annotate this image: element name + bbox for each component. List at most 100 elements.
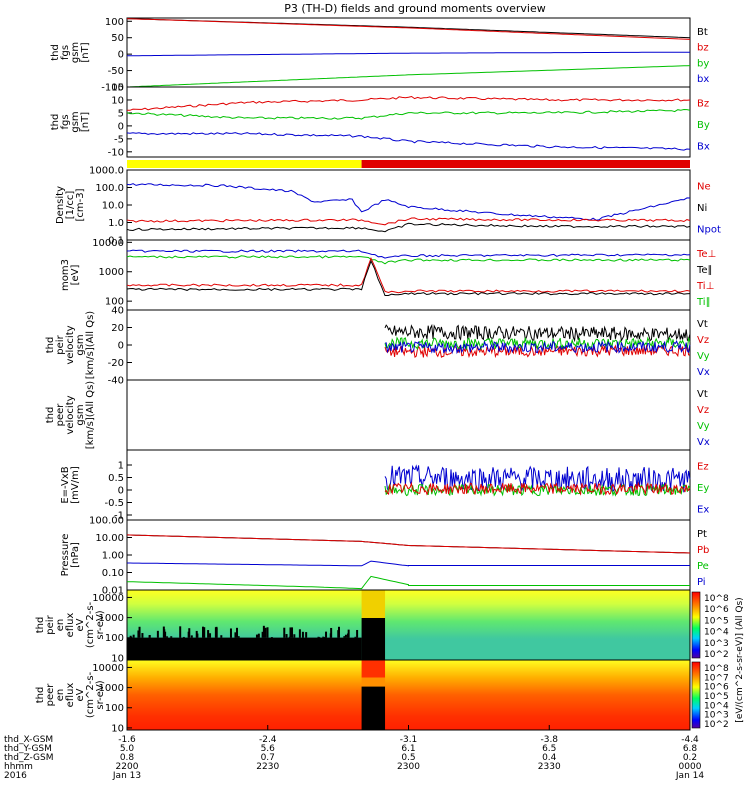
legend-Vx: Vx [697, 367, 710, 378]
y-axis-label-line: peir [45, 614, 56, 634]
spectrogram-lowflux [148, 634, 151, 638]
y-axis-label-line: [km/s](All Qs) [85, 311, 96, 379]
spectrogram-lowflux [170, 636, 173, 638]
series-line-bz [126, 18, 691, 40]
y-tick-label: 10 [111, 95, 124, 106]
colorbar: 10^810^610^5 10^410^310^2 [691, 591, 729, 660]
series-line-Pi [127, 560, 690, 567]
panel-4: 1000.0 100.0 10.0 1.0 0.1 Density [1/cc] [cm-3]… [55, 166, 721, 247]
y-tick-label: -100 [101, 83, 124, 94]
spectrogram-lowflux [266, 627, 269, 638]
x-tick-label: Jan 14 [675, 771, 704, 781]
y-axis-label: E=-VxB [mV/m] [60, 466, 81, 504]
spectrogram-lowflux [344, 634, 347, 638]
y-tick-label: 100 [105, 633, 124, 644]
panel-10: 10000 1000 100 10 thd peir en eflux eV (cm^2-s-sr… [35, 589, 691, 664]
x-tick-label: 6.1 [401, 744, 415, 754]
spectrogram-lowflux [138, 626, 141, 638]
spectrogram-lowflux [207, 630, 210, 638]
chart-title: P3 (TH-D) fields and ground moments over… [284, 2, 546, 15]
spectrogram-lowflux [298, 629, 301, 638]
legend-By: By [697, 120, 710, 131]
colorbar-tick-label: 10^5 [704, 692, 729, 702]
x-tick-label: Jan 13 [112, 771, 141, 781]
legend-Ti⊥: Ti⊥ [696, 281, 714, 292]
panel-11: 10000 1000 100 10 thd peer en eflux eV (cm^2-s-sr… [35, 659, 691, 734]
y-tick-label: 10000 [92, 593, 124, 604]
spectrogram-fill [127, 660, 690, 730]
panel-frame [126, 379, 691, 451]
x-tick-label: -4.4 [681, 735, 699, 745]
x-tick-label: 0.5 [401, 753, 415, 763]
colorbar-gradient [691, 661, 701, 729]
spectrogram-lowflux [293, 634, 296, 638]
y-axis-label: thd peer velocity gsm [km/s](All Qs) [45, 381, 96, 449]
spectrogram-lowflux [261, 631, 264, 638]
series-line-Npot [126, 183, 691, 221]
colorbar-tick-label: 10^4 [704, 628, 729, 638]
y-axis-label-line: Pressure [60, 534, 71, 577]
spectrogram-lowflux [323, 637, 326, 638]
colorbar: 10^810^710^610^510^410^310^2 [691, 661, 729, 730]
x-row-label: thd_Y-GSM [4, 744, 52, 754]
y-axis-label: mom3 [eV] [60, 259, 81, 291]
y-axis-label-line: gsm [75, 334, 86, 355]
spectrogram-lowflux [179, 626, 182, 638]
x-tick-label: 6.8 [683, 744, 698, 754]
x-tick-label: -2.4 [259, 735, 277, 745]
spectrogram-lowflux [305, 632, 308, 638]
x-tick-label: 2300 [397, 762, 420, 772]
legend-Ti∥: Ti∥ [696, 297, 711, 308]
legend-Vy: Vy [697, 351, 710, 362]
spectrogram-lowflux [215, 628, 218, 638]
y-tick-label: 40 [111, 306, 124, 317]
y-tick-label: 100 [105, 17, 124, 28]
series-line-Vy [384, 336, 691, 351]
y-axis-label-line: thd [35, 687, 46, 704]
y-tick-label: 1000 [99, 613, 124, 624]
spectrogram-gap [361, 686, 386, 730]
x-tick-label: 2230 [256, 762, 279, 772]
colorbar-tick-label: 10^2 [704, 720, 729, 730]
spectrogram-lowflux [255, 634, 258, 638]
segment-bar [127, 160, 362, 168]
spectrogram-lowflux [166, 636, 169, 638]
panel-6: 40 20 0 -20 -40 thd peir velocity gsm [km/s](All … [45, 306, 710, 387]
y-tick-label: 1.00 [102, 551, 124, 562]
y-axis-label: thd fgs gsm [nT] [50, 42, 91, 63]
y-axis-label-line: thd [45, 407, 56, 424]
spectrogram-lowflux [182, 636, 185, 638]
x-tick-label: 0.7 [261, 753, 275, 763]
legend-Ex: Ex [697, 504, 709, 515]
spectrogram-lowflux [141, 633, 144, 638]
y-tick-label: 1000 [99, 267, 124, 278]
y-axis-label-line: (cm^2-s- [85, 671, 96, 718]
y-axis-label-line: [nPa] [70, 542, 81, 568]
legend-Pi: Pi [697, 577, 706, 588]
spectrogram-lowflux [270, 637, 273, 638]
legend-Pt: Pt [697, 529, 707, 540]
spectrogram-lowflux [291, 627, 294, 638]
y-axis-label-line: thd [35, 617, 46, 634]
spectrogram-lowflux [289, 627, 292, 638]
legend-Ne: Ne [697, 182, 711, 193]
y-axis-label-line: Density [55, 186, 66, 224]
spectrogram-lowflux [322, 636, 325, 638]
y-tick-label: -40 [108, 376, 124, 387]
spectrogram-lowflux [264, 627, 267, 638]
spectrogram-lowflux [329, 633, 332, 638]
panel-7: thd peer velocity gsm [km/s](All Qs) Vt Vz Vy Vx [45, 379, 710, 451]
legend-Bz: Bz [697, 99, 709, 110]
y-axis-label-line: gsm [70, 111, 81, 132]
colorbar-tick-label: 10^6 [704, 683, 729, 693]
series-line-Ne [126, 217, 691, 226]
y-axis-label: thd fgs gsm [nT] [50, 111, 91, 132]
x-tick-label: 5.6 [261, 744, 276, 754]
legend-Vz: Vz [697, 335, 709, 346]
y-tick-label: 10000 [92, 663, 124, 674]
panel-frame [126, 519, 691, 591]
y-axis-label: Pressure [nPa] [60, 534, 81, 577]
y-axis-label-line: [1/cc] [65, 191, 76, 220]
spectrogram-lowflux [188, 628, 191, 638]
